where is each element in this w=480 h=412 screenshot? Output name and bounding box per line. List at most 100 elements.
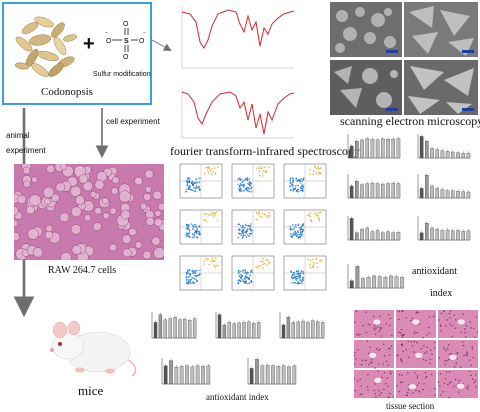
- flow-plot: [179, 163, 223, 199]
- bar: [222, 324, 227, 339]
- flow-plot: [283, 255, 327, 291]
- ftir-spectrum-bottom: [178, 84, 298, 144]
- bar: [386, 231, 390, 241]
- bar: [419, 232, 424, 241]
- tissue-tile: [396, 370, 436, 398]
- bar: [365, 227, 370, 241]
- bar: [430, 227, 434, 241]
- sem-image-2: [404, 2, 478, 57]
- bar: [381, 232, 385, 241]
- codonopsis-herb-image: [14, 16, 78, 77]
- bar: [201, 366, 205, 385]
- bar: [389, 275, 393, 289]
- cell-experiment-label: cell experiment: [106, 117, 160, 126]
- animal-experiment-label-line2: experiment: [6, 146, 46, 155]
- bar: [451, 190, 455, 199]
- antioxidant-bar-chart: [347, 264, 405, 289]
- bar: [419, 136, 424, 159]
- sem-image-4: [404, 60, 478, 115]
- bar: [360, 184, 364, 199]
- bar: [430, 185, 434, 199]
- tissue-section-label: tissue section: [386, 401, 435, 411]
- tissue-tile: [438, 310, 478, 338]
- bar: [178, 319, 182, 339]
- bar: [163, 319, 167, 339]
- antioxidant-bar-chart: [347, 174, 401, 199]
- bar: [396, 232, 401, 241]
- bar: [419, 188, 424, 199]
- tissue-tile: [354, 370, 395, 399]
- tissue-tile: [396, 340, 436, 368]
- bar: [425, 223, 429, 241]
- sem-label: scanning electron microscopy: [340, 114, 480, 128]
- bar: [466, 191, 471, 199]
- bar: [174, 366, 179, 385]
- svg-text:S: S: [124, 38, 129, 45]
- bar: [185, 365, 189, 385]
- sem-image-1: [330, 2, 402, 57]
- bar: [168, 318, 172, 339]
- tissue-tile: [396, 310, 436, 339]
- tissue-tile: [354, 310, 394, 338]
- bar: [440, 150, 445, 159]
- bar: [435, 149, 439, 159]
- sulfur-modification-label: Sulfur modification: [93, 71, 151, 78]
- bar: [386, 139, 390, 159]
- bar: [377, 276, 382, 289]
- bar: [158, 314, 163, 339]
- bar: [445, 190, 450, 199]
- bar: [306, 322, 310, 339]
- bar: [430, 148, 434, 159]
- antioxidant-bar-chart: [417, 134, 471, 159]
- svg-text:O: O: [106, 38, 112, 45]
- antioxidant-charts-right: [338, 128, 478, 304]
- flow-cytometry-grid: [174, 162, 330, 302]
- antioxidant-bar-chart: [161, 358, 211, 385]
- bar: [386, 183, 390, 199]
- bar: [360, 139, 364, 159]
- flow-plot: [283, 163, 327, 199]
- antioxidant-index-right-label-line1: antioxidant: [412, 266, 457, 277]
- bar: [394, 276, 399, 289]
- antioxidant-bar-chart: [417, 216, 471, 241]
- bar: [255, 359, 259, 385]
- bar: [445, 151, 450, 159]
- bar: [400, 277, 405, 289]
- tissue-tile: [438, 340, 478, 368]
- bar: [355, 141, 359, 159]
- bar: [466, 153, 471, 159]
- antioxidant-bar-chart: [151, 312, 197, 339]
- antioxidant-bar-chart: [347, 216, 401, 241]
- bar: [361, 278, 365, 289]
- bar: [276, 366, 281, 385]
- bar: [183, 319, 187, 339]
- bar: [461, 191, 465, 199]
- mouse-image: [50, 320, 137, 377]
- bar: [169, 360, 173, 385]
- bar: [466, 230, 471, 241]
- svg-text:·: ·: [258, 49, 259, 53]
- raw-cells-label: RAW 264.7 cells: [48, 265, 117, 276]
- bar: [206, 365, 211, 385]
- bar: [252, 323, 256, 339]
- flow-plot: [231, 209, 275, 245]
- bar: [435, 188, 439, 199]
- bar: [355, 266, 360, 289]
- plus-sign: +: [83, 33, 95, 55]
- antioxidant-bar-chart: [215, 312, 261, 339]
- svg-text:O: O: [123, 54, 129, 61]
- bar: [256, 322, 261, 339]
- bar: [451, 230, 455, 241]
- bar: [355, 181, 359, 199]
- flow-plot: [283, 209, 327, 245]
- bar: [249, 368, 254, 385]
- bar: [227, 322, 231, 339]
- bar: [247, 321, 251, 339]
- raw-cells-image: [14, 164, 164, 260]
- svg-text:·: ·: [198, 51, 199, 55]
- flow-plot: [231, 163, 275, 199]
- tissue-section-grid: [354, 310, 478, 400]
- flow-plot: [231, 255, 275, 291]
- antioxidant-bar-chart: [247, 357, 297, 385]
- tissue-tile: [437, 370, 478, 399]
